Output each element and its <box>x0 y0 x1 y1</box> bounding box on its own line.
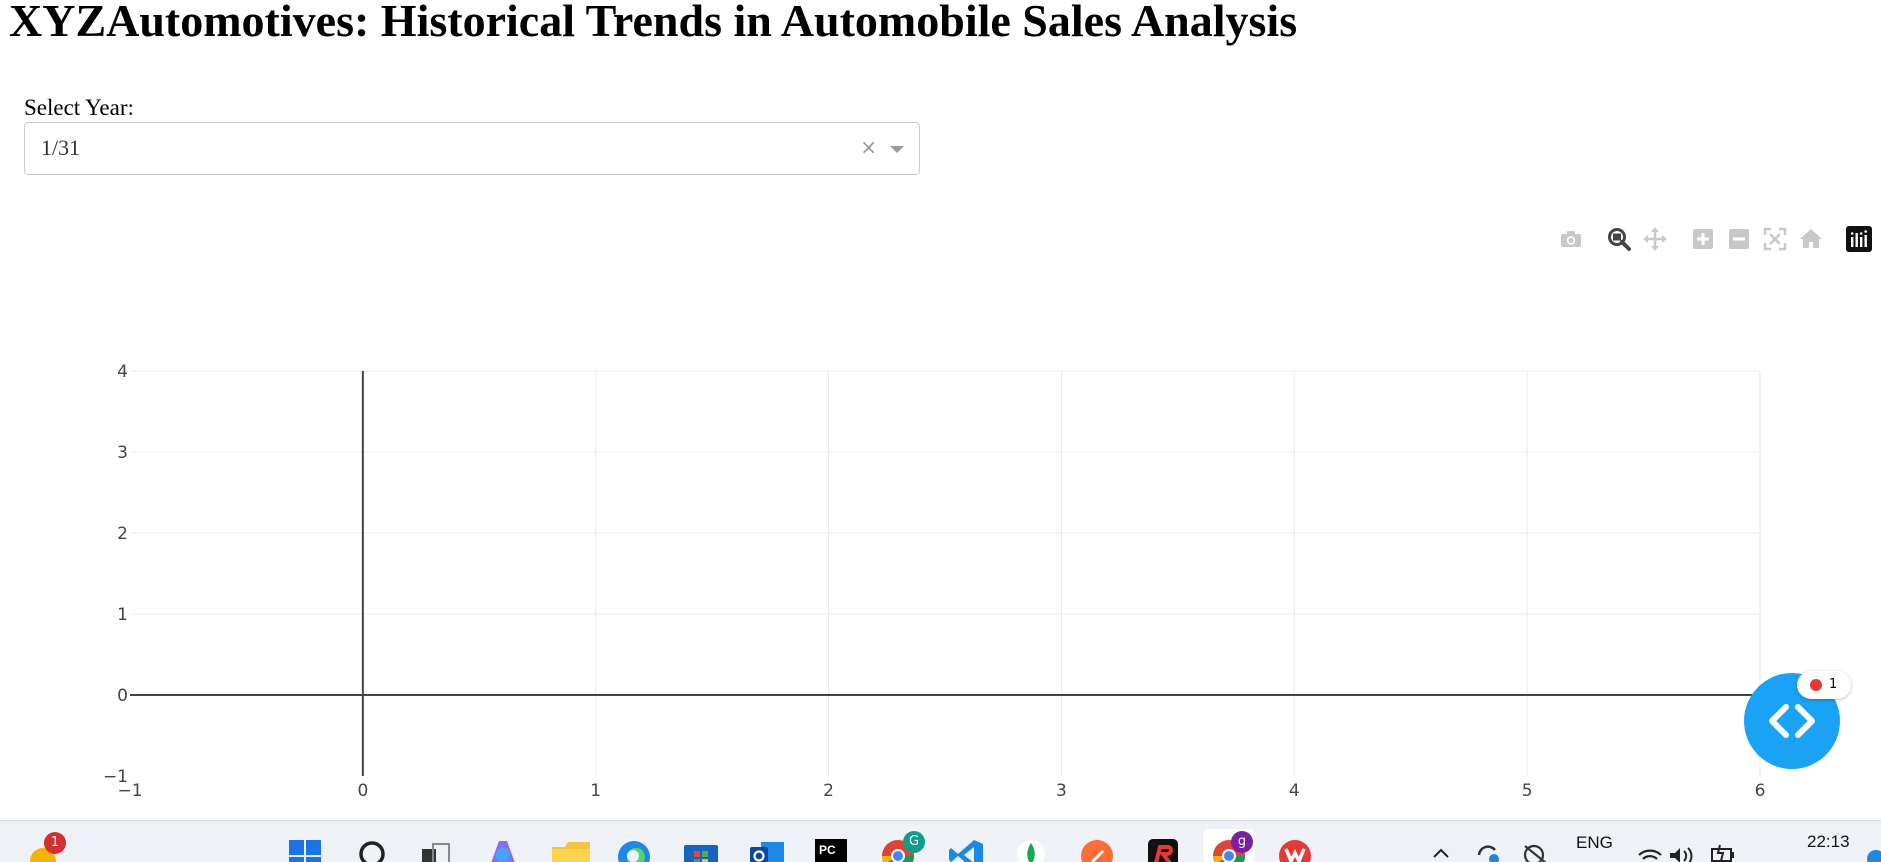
x-tick-label: −1 <box>117 781 142 801</box>
record-dot-icon <box>1810 679 1822 691</box>
page-title: XYZAutomotives: Historical Trends in Aut… <box>9 0 1298 46</box>
y-tick-label: 0 <box>117 686 128 706</box>
year-dropdown-value: 1/31 <box>41 135 81 160</box>
plotly-logo-icon[interactable] <box>1846 226 1872 252</box>
x-tick-label: 4 <box>1289 781 1300 801</box>
recording-count: 1 <box>1829 677 1838 692</box>
chrome-profile-badge: G <box>903 831 925 853</box>
taskbar: 1 PC G g <box>0 820 1881 862</box>
chevron-down-icon[interactable] <box>890 146 904 153</box>
sync-icon[interactable] <box>1474 841 1502 862</box>
notification-badge: 1 <box>44 832 66 854</box>
wps-icon[interactable] <box>1278 839 1312 862</box>
battery-icon[interactable] <box>1710 843 1736 862</box>
chart[interactable]: −1 0 1 2 3 4 5 6 4 3 2 1 0 −1 <box>0 0 1881 820</box>
start-icon[interactable] <box>288 839 322 862</box>
wifi-icon[interactable] <box>1637 845 1663 862</box>
year-dropdown[interactable]: 1/31 × <box>24 122 920 175</box>
search-icon[interactable] <box>357 839 387 862</box>
pycharm-label: PC <box>819 843 836 857</box>
x-tick-label: 0 <box>357 781 368 801</box>
volume-icon[interactable] <box>1668 845 1696 862</box>
y-tick-label: 4 <box>117 362 128 382</box>
app-icon[interactable] <box>1148 839 1178 862</box>
pan-icon[interactable] <box>1642 226 1668 252</box>
x-tick-label: 2 <box>823 781 834 801</box>
chart-grid <box>130 370 1761 776</box>
y-tick-label: 2 <box>117 524 128 544</box>
chrome-profile-badge-2: g <box>1231 831 1253 853</box>
x-axis-ticks: −1 0 1 2 3 4 5 6 <box>117 781 1765 801</box>
zoom-in-icon[interactable] <box>1690 226 1716 252</box>
recording-badge[interactable]: 1 <box>1797 671 1851 699</box>
clock-time[interactable]: 22:13 <box>1807 832 1850 851</box>
x-tick-label: 3 <box>1056 781 1067 801</box>
y-axis-ticks: 4 3 2 1 0 −1 <box>103 362 128 787</box>
task-view-icon[interactable] <box>421 843 451 862</box>
copilot-icon[interactable] <box>487 839 519 862</box>
autoscale-icon[interactable] <box>1762 226 1788 252</box>
clear-icon[interactable]: × <box>860 135 877 159</box>
reset-axes-icon[interactable] <box>1798 226 1824 252</box>
year-select-label: Select Year: <box>24 95 134 120</box>
camera-icon[interactable] <box>1558 226 1584 252</box>
edge-icon[interactable] <box>616 839 652 862</box>
file-explorer-icon[interactable] <box>551 841 591 862</box>
chart-modebar <box>1550 226 1881 254</box>
x-tick-label: 6 <box>1755 781 1766 801</box>
x-tick-label: 1 <box>590 781 601 801</box>
store-icon[interactable] <box>683 841 719 862</box>
y-tick-label: 3 <box>117 443 128 463</box>
vscode-icon[interactable] <box>948 839 984 862</box>
y-tick-label: 1 <box>117 605 128 625</box>
outlook-icon[interactable] <box>749 841 785 862</box>
antivirus-icon[interactable] <box>1522 843 1550 862</box>
language-indicator[interactable]: ENG <box>1576 833 1613 852</box>
zoom-out-icon[interactable] <box>1726 226 1752 252</box>
x-tick-label: 5 <box>1522 781 1533 801</box>
chevron-up-icon[interactable] <box>1432 845 1450 862</box>
notification-center-icon[interactable] <box>1866 849 1881 862</box>
zoom-icon[interactable] <box>1606 226 1632 252</box>
mongodb-icon[interactable] <box>1016 839 1046 862</box>
y-tick-label: −1 <box>103 767 128 787</box>
chart-zero-lines <box>130 371 1760 776</box>
pycharm-icon[interactable]: PC <box>815 839 847 862</box>
postman-icon[interactable] <box>1080 839 1114 862</box>
